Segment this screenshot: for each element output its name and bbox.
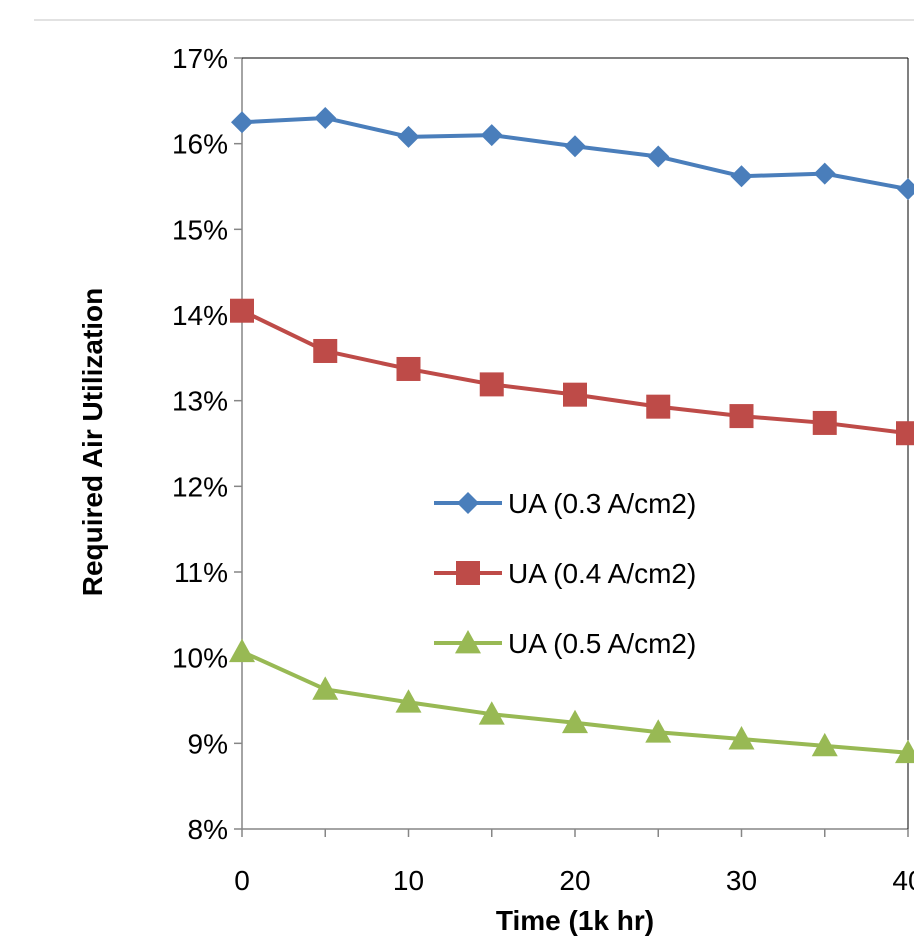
data-point xyxy=(896,421,914,446)
series-1 xyxy=(231,106,914,201)
legend-marker xyxy=(457,492,479,514)
x-tick-label: 40 xyxy=(892,865,914,896)
x-tick-label: 0 xyxy=(234,865,250,896)
series-3 xyxy=(229,638,914,764)
data-point xyxy=(646,394,671,419)
y-tick-label: 15% xyxy=(172,214,228,245)
data-point xyxy=(728,726,755,750)
data-point xyxy=(647,145,670,168)
series-line xyxy=(241,649,909,755)
legend-label: UA (0.3 A/cm2) xyxy=(508,488,696,519)
data-point xyxy=(562,709,588,734)
y-tick-label: 11% xyxy=(174,557,228,588)
data-point xyxy=(813,162,836,185)
data-point xyxy=(314,106,337,129)
x-tick-label: 20 xyxy=(559,865,590,896)
y-tick-label: 17% xyxy=(172,43,228,74)
data-point xyxy=(231,111,253,134)
data-point xyxy=(478,701,505,725)
data-point xyxy=(312,676,339,700)
data-point xyxy=(229,638,255,663)
series-2 xyxy=(230,298,914,446)
series-line xyxy=(241,308,909,436)
legend-marker xyxy=(455,630,481,654)
y-tick-label: 16% xyxy=(172,129,228,160)
data-point xyxy=(811,732,838,757)
y-tick-label: 9% xyxy=(188,728,228,759)
data-point xyxy=(230,298,254,323)
data-point xyxy=(313,338,338,363)
data-point xyxy=(396,356,421,381)
legend-label: UA (0.4 A/cm2) xyxy=(508,558,696,589)
data-point xyxy=(564,135,586,158)
legend-item: UA (0.4 A/cm2) xyxy=(434,558,696,589)
x-tick-label: 30 xyxy=(726,865,757,896)
y-tick-label: 12% xyxy=(172,471,228,502)
x-tick-label: 10 xyxy=(393,865,424,896)
y-axis-title: Required Air Utilization xyxy=(77,288,108,597)
data-point xyxy=(480,124,503,147)
y-tick-label: 8% xyxy=(188,814,228,845)
data-point xyxy=(730,165,753,188)
legend-item: UA (0.3 A/cm2) xyxy=(434,488,696,519)
data-point xyxy=(395,689,422,713)
data-point xyxy=(812,410,837,435)
data-point xyxy=(645,719,672,743)
legend-marker xyxy=(456,561,480,585)
data-point xyxy=(729,404,754,429)
legend-item: UA (0.5 A/cm2) xyxy=(434,628,696,659)
y-tick-label: 14% xyxy=(172,300,228,331)
x-axis-title: Time (1k hr) xyxy=(496,905,654,936)
y-tick-label: 13% xyxy=(172,386,228,417)
data-point xyxy=(563,382,587,407)
data-point xyxy=(397,125,420,148)
data-point xyxy=(895,739,914,764)
legend-label: UA (0.5 A/cm2) xyxy=(508,628,696,659)
data-point xyxy=(897,178,914,201)
y-tick-label: 10% xyxy=(172,643,228,674)
data-point xyxy=(479,372,504,397)
